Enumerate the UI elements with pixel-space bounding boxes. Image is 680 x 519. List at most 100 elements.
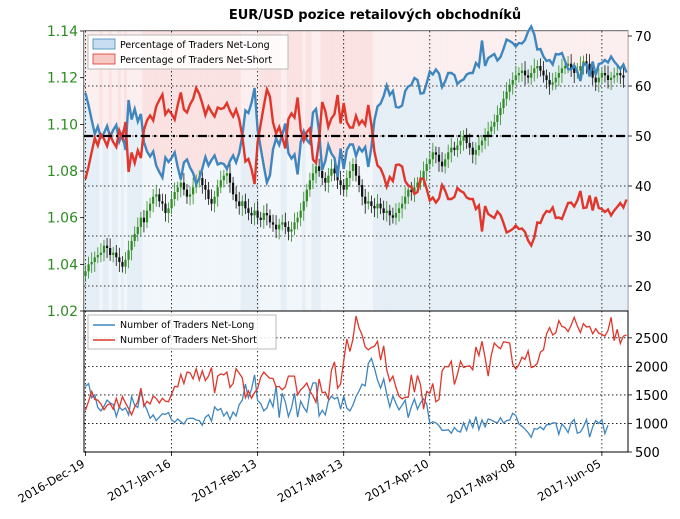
net-long-band [422,93,426,311]
candle-body [397,208,401,213]
net-long-band [443,81,448,311]
candle-body [413,187,416,192]
candle-body [210,199,213,204]
net-long-band [458,81,463,311]
candle-body [444,159,447,167]
candle-body [158,194,161,202]
candle-body [127,250,130,260]
candle-body [118,257,121,262]
net-long-band [431,74,435,311]
candle-body [308,180,311,190]
count-panel: 500 1000 1500 2000 2500 2016-Dec-19 2017-Jan-… [16,310,668,506]
candle-body [364,196,367,204]
net-long-band [336,177,340,311]
net-long-band [234,162,239,311]
net-long-band [237,153,242,311]
net-short-band [191,31,196,173]
net-long-band [225,169,229,311]
candle-body [281,222,284,225]
net-long-band [514,46,518,311]
net-long-band [191,173,196,311]
candle-body [376,203,379,209]
net-short-band [219,31,223,163]
net-short-band [440,31,444,87]
net-long-band [154,165,159,311]
net-short-band [591,31,595,62]
net-short-band [495,31,500,61]
candle-body [404,196,407,204]
net-long-band [366,167,371,311]
net-short-band [569,31,574,70]
net-short-band [102,31,106,133]
candle-body [490,126,493,132]
net-short-band [108,31,113,137]
net-short-band [194,31,199,184]
net-short-band [243,31,248,111]
net-short-band [575,31,580,72]
net-short-band [185,31,189,160]
net-short-band [551,31,555,65]
candle-body [145,210,149,223]
candle-body [566,63,570,66]
candle-body [87,264,90,272]
candle-body [216,187,219,197]
net-long-band [120,133,125,311]
net-short-band [274,31,279,139]
candle-body [274,224,278,230]
candle-body [563,66,567,69]
net-long-band [548,60,552,311]
net-short-band [603,31,607,60]
net-short-band [363,31,368,147]
candle-body [133,234,136,241]
net-short-band [578,31,583,81]
candle-body [505,91,508,99]
net-short-band [160,31,165,178]
net-short-band [90,31,94,120]
net-short-band [142,31,146,142]
net-long-band [311,112,315,311]
upper-legend-box [87,34,289,70]
candle-body [462,136,465,141]
net-long-band [594,75,598,311]
candle-body [201,178,204,185]
net-short-band [170,31,174,158]
net-long-band [302,131,306,311]
right-axis-tick-label: 2500 [635,332,668,347]
net-short-band [409,31,414,85]
candle-body [536,66,539,69]
candle-body [465,136,468,143]
net-short-band [612,31,617,62]
net-short-band [372,31,377,121]
x-axis-tick-label: 2017-Mar-13 [275,456,345,505]
net-short-band [265,31,269,183]
candle-body [142,217,146,223]
candle-body [112,252,115,255]
net-short-band [419,31,423,94]
series-line-pct-net-short [84,84,628,249]
candle-body [579,66,582,71]
net-long-band [111,130,116,311]
candle-body [247,208,250,213]
net-short-band [283,31,288,124]
candle-body [616,73,619,76]
net-long-band [388,95,392,311]
candle-body [185,189,189,197]
candle-body [570,63,573,69]
candle-body [124,259,127,267]
net-short-band [584,31,589,65]
net-short-band [366,31,371,167]
net-short-band [609,31,614,57]
candle-body [373,206,376,209]
net-short-band [145,31,149,152]
net-long-band [483,66,488,311]
net-short-band [492,31,497,54]
net-short-band [228,31,232,161]
net-short-band [277,31,282,145]
net-short-band [231,31,235,156]
x-axis-tick-label: 2016-Dec-19 [16,456,87,505]
net-long-band [296,174,300,311]
net-short-band [357,31,362,148]
lower-legend: Number of Traders Net-Long Number of Tra… [87,314,277,350]
net-long-band [354,156,358,311]
candle-body [167,208,170,213]
